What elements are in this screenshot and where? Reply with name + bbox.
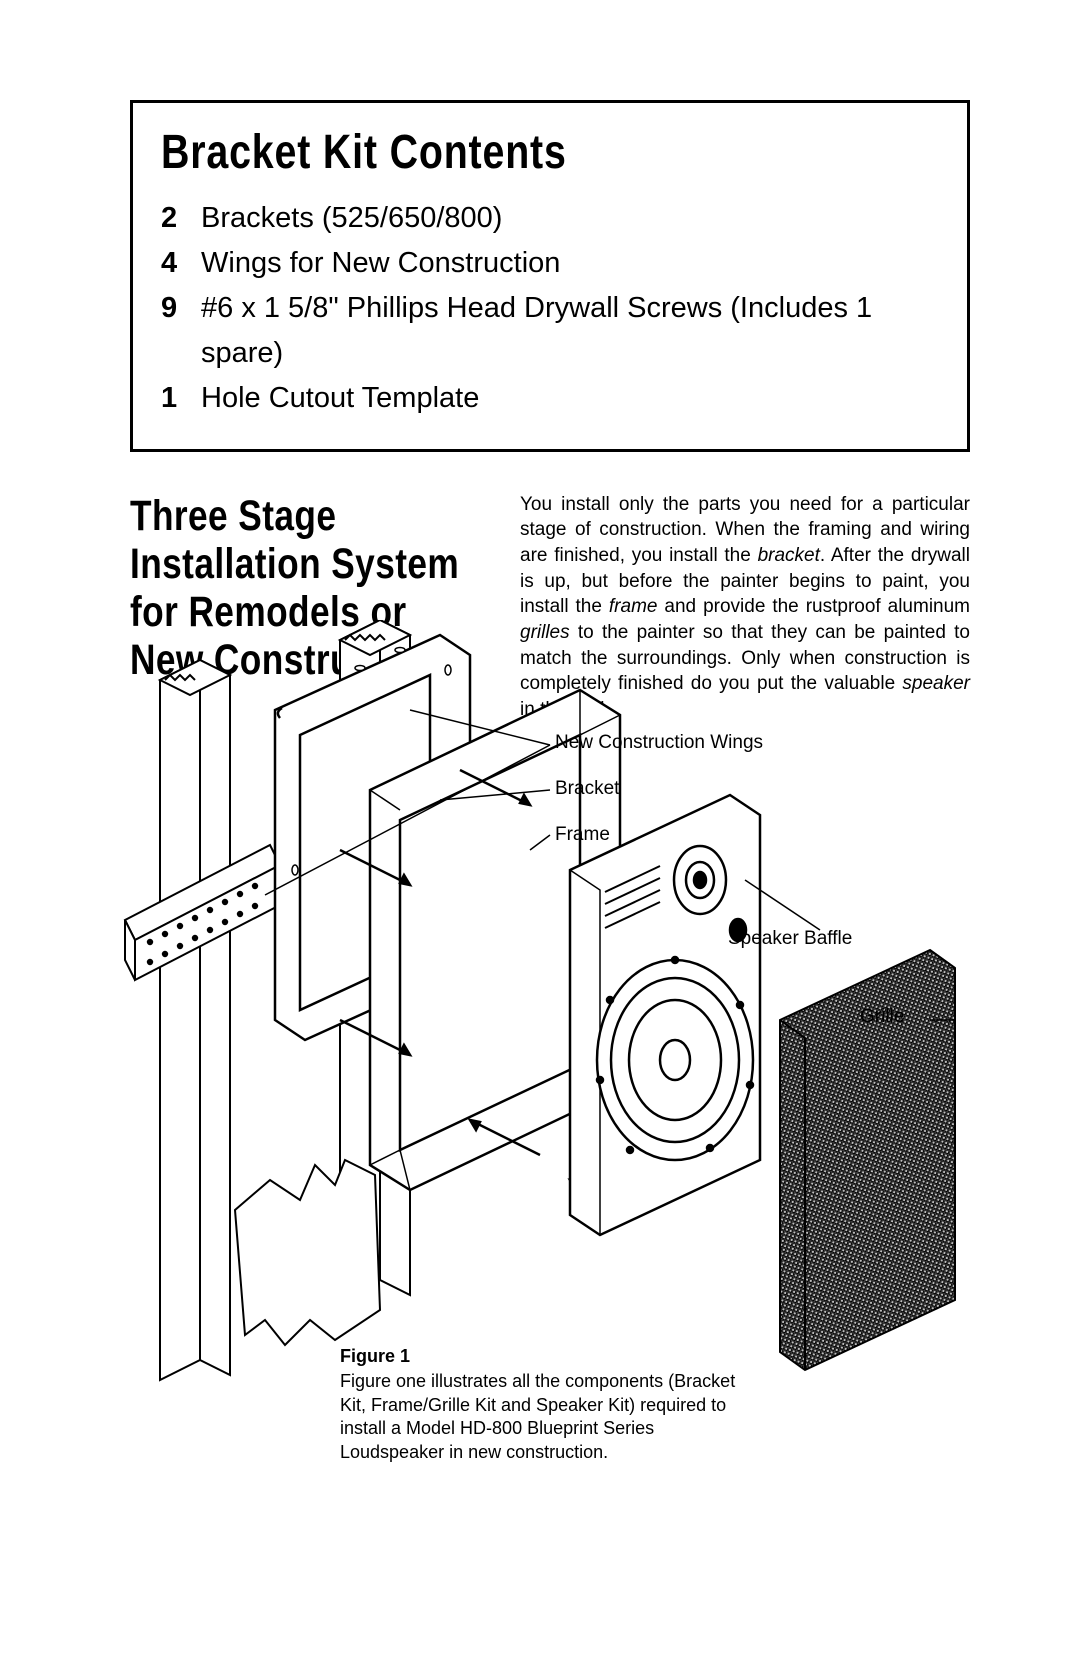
item-qty: 9: [161, 286, 201, 376]
item-text: Wings for New Construction: [201, 241, 560, 286]
callout-frame: Frame: [555, 824, 610, 846]
list-item: 2Brackets (525/650/800): [161, 196, 939, 241]
speaker-baffle: [570, 795, 760, 1235]
figure-caption-text: Figure one illustrates all the component…: [340, 1371, 735, 1461]
item-qty: 1: [161, 376, 201, 421]
list-item: 4Wings for New Construction: [161, 241, 939, 286]
figure-label: Figure 1: [340, 1345, 760, 1368]
body-em: bracket: [758, 545, 820, 566]
body-text: and provide the rustproof aluminum: [657, 596, 970, 617]
contents-box: Bracket Kit Contents 2Brackets (525/650/…: [130, 100, 970, 452]
callout-baffle: Speaker Baffle: [728, 928, 852, 950]
contents-title: Bracket Kit Contents: [161, 125, 799, 180]
item-text: Brackets (525/650/800): [201, 196, 502, 241]
item-qty: 4: [161, 241, 201, 286]
drywall-piece: [235, 1160, 380, 1345]
item-text: #6 x 1 5/8" Phillips Head Drywall Screws…: [201, 286, 939, 376]
list-item: 9#6 x 1 5/8" Phillips Head Drywall Screw…: [161, 286, 939, 376]
item-text: Hole Cutout Template: [201, 376, 479, 421]
callout-grille: Grille: [860, 1006, 904, 1028]
list-item: 1Hole Cutout Template: [161, 376, 939, 421]
item-qty: 2: [161, 196, 201, 241]
callout-bracket: Bracket: [555, 778, 619, 800]
callout-wings: New Construction Wings: [555, 732, 763, 754]
stud-left: [160, 660, 230, 1380]
figure-caption-block: Figure 1 Figure one illustrates all the …: [340, 1345, 760, 1464]
contents-list: 2Brackets (525/650/800) 4Wings for New C…: [161, 196, 939, 421]
body-em: frame: [609, 596, 658, 617]
